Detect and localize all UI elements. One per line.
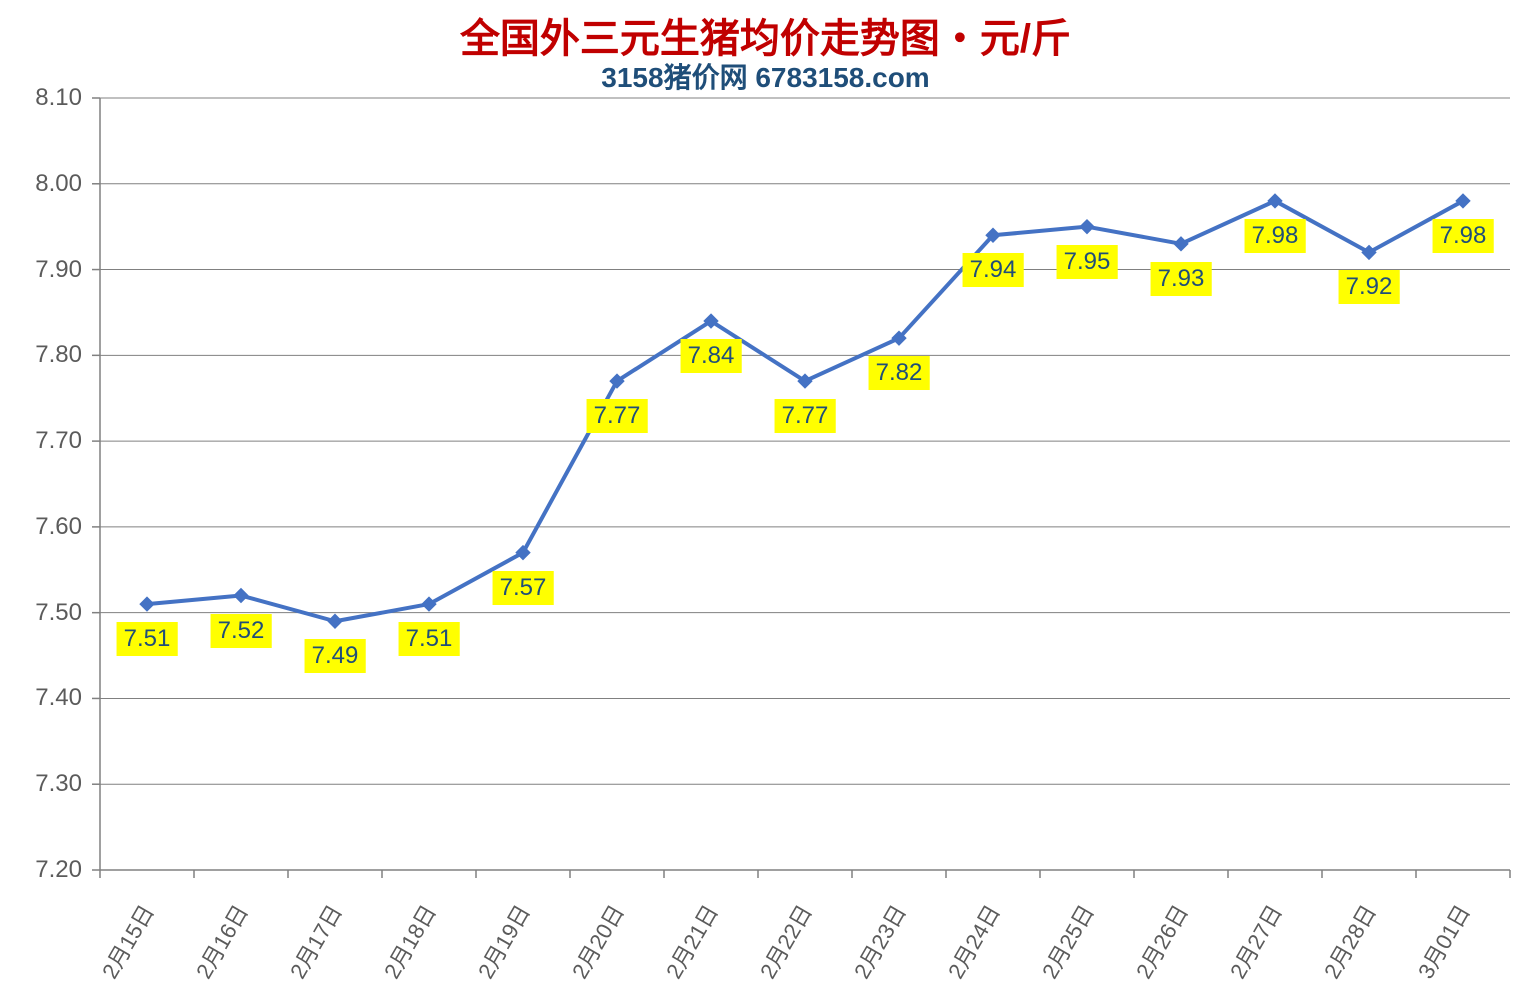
data-point-label: 7.93: [1151, 262, 1212, 296]
data-point-label: 7.52: [211, 614, 272, 648]
data-point-label: 7.98: [1245, 219, 1306, 253]
data-point-label: 7.51: [117, 622, 178, 656]
data-point-label: 7.94: [963, 253, 1024, 287]
data-point-label: 7.49: [305, 639, 366, 673]
data-point-label: 7.92: [1339, 270, 1400, 304]
data-point-label: 7.98: [1433, 219, 1494, 253]
data-marker: [1174, 237, 1188, 251]
y-tick-label: 7.60: [0, 513, 82, 541]
data-marker: [140, 597, 154, 611]
chart-subtitle: 3158猪价网 6783158.com: [0, 56, 1531, 96]
chart-container: 全国外三元生猪均价走势图・元/斤 3158猪价网 6783158.com 7.2…: [0, 0, 1531, 986]
y-tick-label: 7.50: [0, 599, 82, 627]
data-point-label: 7.77: [587, 399, 648, 433]
data-point-label: 7.51: [399, 622, 460, 656]
data-point-label: 7.57: [493, 571, 554, 605]
y-tick-label: 8.00: [0, 170, 82, 198]
y-tick-label: 7.40: [0, 684, 82, 712]
y-tick-label: 7.80: [0, 341, 82, 369]
data-marker: [1080, 220, 1094, 234]
data-point-label: 7.95: [1057, 245, 1118, 279]
data-marker: [328, 614, 342, 628]
chart-svg: [0, 0, 1531, 986]
y-tick-label: 7.30: [0, 770, 82, 798]
y-tick-label: 7.20: [0, 856, 82, 884]
y-tick-label: 8.10: [0, 84, 82, 112]
y-tick-label: 7.90: [0, 256, 82, 284]
data-point-label: 7.84: [681, 339, 742, 373]
y-tick-label: 7.70: [0, 427, 82, 455]
data-point-label: 7.82: [869, 356, 930, 390]
data-point-label: 7.77: [775, 399, 836, 433]
data-marker: [234, 589, 248, 603]
